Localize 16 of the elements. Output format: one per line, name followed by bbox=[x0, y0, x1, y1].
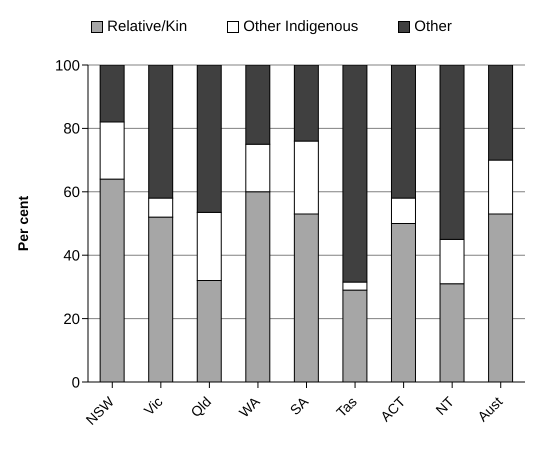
x-tick-label: Qld bbox=[187, 393, 214, 420]
y-tick-label: 80 bbox=[63, 120, 80, 138]
x-tick-label: NT bbox=[432, 393, 458, 418]
y-tick-label: 100 bbox=[54, 57, 80, 74]
y-tick-label: 60 bbox=[63, 184, 80, 202]
x-tick-label: Vic bbox=[140, 393, 166, 418]
y-axis-title: Per cent bbox=[14, 196, 31, 252]
y-tick-label: 40 bbox=[63, 248, 80, 265]
legend-label: Relative/Kin bbox=[107, 18, 188, 35]
x-tick-label: WA bbox=[236, 392, 264, 420]
y-tick-label: 0 bbox=[72, 374, 80, 392]
legend-label: Other Indigenous bbox=[243, 18, 358, 35]
x-tick-label: SA bbox=[286, 392, 312, 418]
y-tick-label: 20 bbox=[63, 310, 80, 328]
legend-label: Other bbox=[414, 18, 452, 35]
x-tick-label: Tas bbox=[333, 393, 360, 420]
